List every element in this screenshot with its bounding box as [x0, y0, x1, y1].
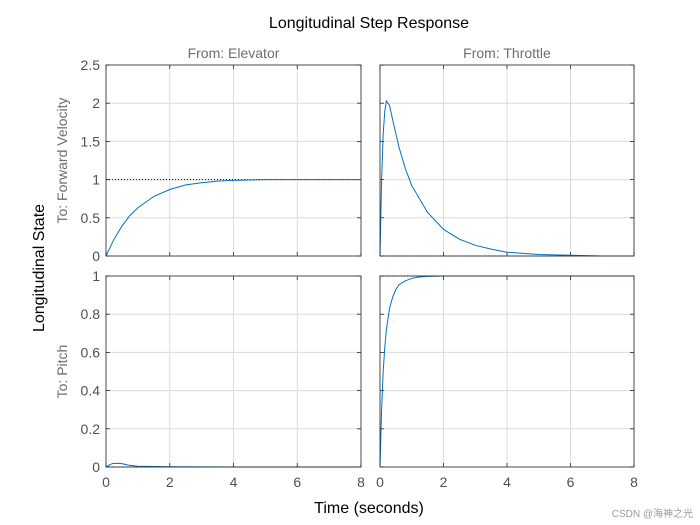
chart-title: Longitudinal Step Response: [269, 15, 469, 32]
panel-0-0: 0 0.5 1 1.5 2 2.5: [81, 57, 362, 264]
y-tick-label: 0.4: [81, 383, 101, 399]
row-title-1: To: Pitch: [54, 345, 70, 399]
column-title-0: From: Elevator: [188, 45, 280, 61]
x-tick-label: 8: [357, 474, 365, 490]
x-tick-label: 4: [503, 474, 511, 490]
x-tick-label: 6: [567, 474, 575, 490]
column-title-1: From: Throttle: [463, 45, 551, 61]
y-tick-label: 0.8: [81, 306, 101, 322]
row-title-0: To: Forward Velocity: [54, 97, 70, 223]
y-tick-label: 0.5: [81, 210, 101, 226]
axes-frame: [379, 275, 635, 468]
y-tick-label: 2: [92, 95, 100, 111]
subplot-grid: From: Elevator From: Throttle To: Forward …: [54, 45, 638, 490]
x-tick-label: 8: [630, 474, 638, 490]
y-tick-label: 1.5: [81, 133, 101, 149]
response-line: [379, 99, 634, 257]
y-tick-label: 1: [92, 172, 100, 188]
panel-1-0: 0 2 4 6 8 0 0.2 0.4 0.6 0.8 1: [81, 268, 366, 490]
x-tick-label: 2: [166, 474, 174, 490]
x-tick-label: 0: [376, 474, 384, 490]
axes-frame: [379, 64, 635, 257]
y-tick-label: 2.5: [81, 57, 101, 73]
axes-frame: [105, 275, 362, 468]
x-tick-label: 4: [230, 474, 238, 490]
x-tick-label: 2: [440, 474, 448, 490]
watermark: CSDN @海神之光: [612, 507, 693, 520]
x-tick-label: 6: [293, 474, 301, 490]
response-line: [105, 179, 361, 257]
y-tick-label: 0: [92, 248, 100, 264]
axes-frame: [105, 64, 362, 257]
x-tick-label: 0: [102, 474, 110, 490]
y-tick-label: 0.6: [81, 344, 101, 360]
panel-0-1: [379, 64, 635, 257]
panel-1-1: 0 2 4 6 8: [376, 275, 638, 490]
y-axis-label: Longitudinal State: [31, 204, 48, 332]
y-tick-label: 0: [92, 459, 100, 475]
y-tick-label: 0.2: [81, 421, 101, 437]
x-axis-label: Time (seconds): [314, 500, 424, 517]
y-tick-label: 1: [92, 268, 100, 284]
